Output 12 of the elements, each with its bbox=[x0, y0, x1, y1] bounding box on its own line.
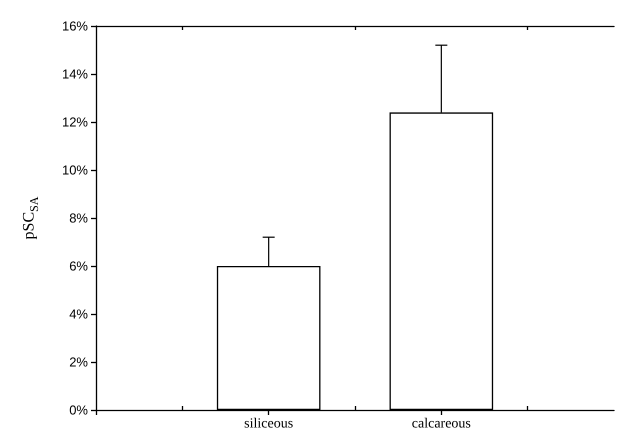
y-tick-label: 16% bbox=[62, 18, 88, 34]
x-tick-label: calcareous bbox=[412, 416, 471, 432]
x-tick-label: siliceous bbox=[244, 416, 294, 432]
y-axis-title: pSCSA bbox=[20, 196, 41, 240]
y-tick-label: 2% bbox=[69, 354, 88, 370]
y-tick-label: 6% bbox=[69, 258, 88, 274]
y-tick-label: 12% bbox=[62, 114, 88, 130]
y-tick-label: 0% bbox=[69, 402, 88, 418]
y-tick-label: 10% bbox=[62, 162, 88, 178]
y-tick-label: 14% bbox=[62, 66, 88, 82]
y-tick-label: 8% bbox=[69, 210, 88, 226]
y-tick-label: 4% bbox=[69, 306, 88, 322]
